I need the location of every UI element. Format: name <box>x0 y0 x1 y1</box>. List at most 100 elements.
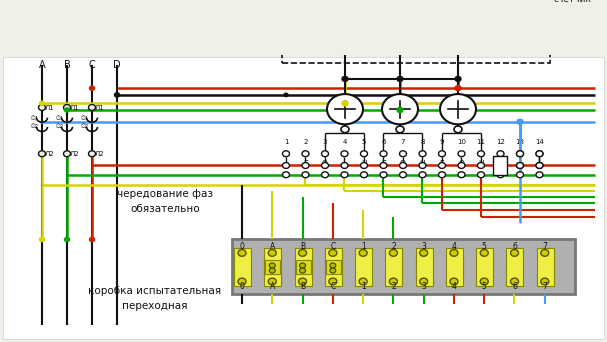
Circle shape <box>329 278 337 285</box>
Circle shape <box>282 172 290 178</box>
Circle shape <box>399 172 407 178</box>
Circle shape <box>478 162 484 169</box>
Text: Г: Г <box>303 160 308 169</box>
Bar <box>325 248 342 286</box>
Text: счетчик: счетчик <box>554 0 592 4</box>
Text: 1: 1 <box>283 139 288 145</box>
Text: 6: 6 <box>381 139 386 145</box>
Circle shape <box>458 172 465 178</box>
Bar <box>234 248 251 286</box>
Bar <box>296 261 311 274</box>
Text: Н: Н <box>478 160 484 169</box>
Circle shape <box>341 162 348 169</box>
Bar <box>232 239 575 294</box>
Circle shape <box>380 151 387 157</box>
Circle shape <box>438 172 446 178</box>
Circle shape <box>517 151 523 157</box>
Circle shape <box>89 151 95 157</box>
Circle shape <box>397 76 403 81</box>
Bar <box>264 248 281 286</box>
Text: C: C <box>330 242 336 251</box>
Circle shape <box>478 172 484 178</box>
Circle shape <box>322 162 328 169</box>
Circle shape <box>39 237 44 241</box>
Text: 8: 8 <box>420 139 425 145</box>
Circle shape <box>282 151 290 157</box>
Circle shape <box>497 162 504 169</box>
Circle shape <box>89 237 95 241</box>
Circle shape <box>419 172 426 178</box>
Circle shape <box>64 237 69 241</box>
Circle shape <box>458 151 465 157</box>
Text: 1: 1 <box>361 282 365 291</box>
Text: 5: 5 <box>362 139 366 145</box>
Text: 2: 2 <box>304 139 308 145</box>
Circle shape <box>342 101 348 106</box>
Circle shape <box>450 250 458 256</box>
Circle shape <box>322 151 328 157</box>
Circle shape <box>517 162 523 169</box>
Circle shape <box>361 151 367 157</box>
Circle shape <box>536 151 543 157</box>
Text: Л1: Л1 <box>45 105 55 110</box>
Circle shape <box>454 126 462 133</box>
Text: 9: 9 <box>439 139 444 145</box>
Circle shape <box>359 278 367 285</box>
Text: A: A <box>270 282 275 291</box>
Circle shape <box>64 151 70 157</box>
Bar <box>294 248 311 286</box>
Circle shape <box>38 105 46 110</box>
Circle shape <box>302 162 309 169</box>
Text: D: D <box>113 61 121 70</box>
Text: B: B <box>300 242 305 251</box>
Text: ∅1: ∅1 <box>56 116 64 121</box>
Text: 7: 7 <box>542 282 548 291</box>
Text: коробка испытательная
переходная: коробка испытательная переходная <box>89 286 222 311</box>
Circle shape <box>89 105 95 110</box>
Circle shape <box>458 162 465 169</box>
Circle shape <box>497 151 504 157</box>
Circle shape <box>115 93 120 97</box>
Circle shape <box>268 278 276 285</box>
Text: 12: 12 <box>496 139 505 145</box>
Circle shape <box>282 162 290 169</box>
Circle shape <box>341 126 349 133</box>
Circle shape <box>399 162 407 169</box>
Circle shape <box>450 278 458 285</box>
Bar <box>506 248 523 286</box>
Circle shape <box>284 93 288 96</box>
Circle shape <box>389 278 398 285</box>
Circle shape <box>39 101 44 105</box>
Text: C: C <box>330 282 336 291</box>
Text: Г: Г <box>439 160 444 169</box>
Text: ∅2: ∅2 <box>56 124 64 129</box>
Circle shape <box>399 151 407 157</box>
Circle shape <box>536 162 543 169</box>
Bar <box>282 0 550 63</box>
Circle shape <box>438 162 446 169</box>
Text: 2: 2 <box>391 282 396 291</box>
Circle shape <box>455 86 461 91</box>
Circle shape <box>342 76 348 81</box>
Circle shape <box>517 119 523 124</box>
Text: 2: 2 <box>391 242 396 251</box>
Circle shape <box>330 263 336 268</box>
Circle shape <box>64 105 70 110</box>
Circle shape <box>510 278 518 285</box>
Circle shape <box>341 151 348 157</box>
Circle shape <box>302 151 309 157</box>
Circle shape <box>38 151 46 157</box>
Text: ∅2: ∅2 <box>81 124 89 129</box>
Circle shape <box>327 94 363 124</box>
Circle shape <box>419 250 428 256</box>
Circle shape <box>480 278 488 285</box>
Bar <box>385 248 402 286</box>
Text: Л1: Л1 <box>95 105 105 110</box>
Circle shape <box>382 94 418 124</box>
Text: 1: 1 <box>361 242 365 251</box>
Circle shape <box>455 76 461 81</box>
Text: 13: 13 <box>515 139 524 145</box>
Text: ∅2: ∅2 <box>31 124 39 129</box>
Text: О: О <box>322 160 328 169</box>
Text: Н: Н <box>361 160 367 169</box>
